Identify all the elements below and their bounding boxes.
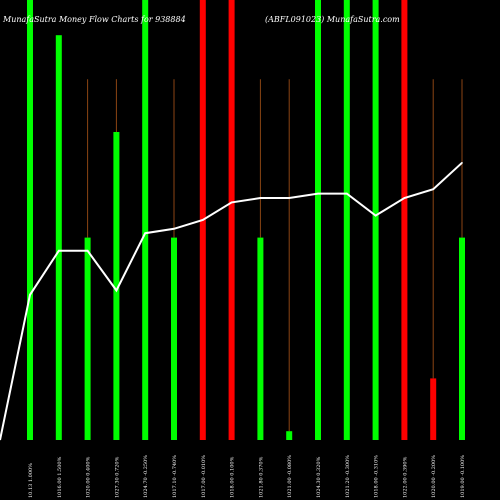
line-point-5: [173, 228, 175, 230]
x-tick-label-4: 1024.70 -0.250%: [143, 455, 149, 498]
line-point-12: [374, 214, 377, 217]
bar-10: [315, 0, 321, 440]
bar-3: [113, 132, 120, 440]
x-tick-label-7: 1018.00 0.100%: [230, 456, 236, 498]
bar-9: [286, 431, 293, 440]
x-tick-label-5: 1017.10 -0.740%: [172, 455, 178, 498]
bar-7: [228, 0, 235, 440]
line-point-3: [115, 289, 118, 292]
line-point-10: [317, 192, 319, 195]
line-point-15: [461, 162, 463, 164]
x-tick-label-8: 1021.80 0.370%: [258, 456, 264, 498]
header-right-title: (ABFL091023) MunafaSutra.com: [265, 15, 400, 24]
x-tick-label-0: 10.13 1.000%: [28, 463, 34, 498]
x-tick-label-6: 1017.00 -0.010%: [201, 455, 207, 498]
bar-11: [343, 0, 350, 440]
bar-8: [257, 237, 264, 440]
bar-13: [401, 0, 408, 440]
bar-15: [459, 237, 465, 440]
bar-5: [171, 237, 177, 440]
bars-layer: [27, 0, 465, 440]
x-tick-label-1: 1016.00 1.500%: [57, 456, 63, 498]
bar-4: [142, 0, 149, 440]
line-point-9: [288, 197, 291, 199]
bar-1: [55, 35, 62, 440]
line-point-0: [29, 294, 31, 296]
x-tick-label-11: 1021.20 -0.300%: [345, 455, 351, 498]
x-tick-label-13: 1022.00 0.390%: [402, 456, 408, 498]
bar-14: [430, 378, 437, 440]
line-point-7: [230, 201, 233, 204]
x-tick-label-3: 1027.30 0.720%: [114, 456, 120, 498]
x-tick-label-12: 1018.00 -0.310%: [374, 455, 380, 498]
header-left-title: MunafaSutra Money Flow Charts for 938884: [2, 15, 186, 24]
x-tick-label-2: 1020.00 0.400%: [86, 456, 92, 498]
x-tick-label-15: 1019.00 -0.100%: [460, 455, 466, 498]
line-point-14: [432, 188, 435, 190]
x-tick-label-14: 1020.00 -0.200%: [431, 455, 437, 498]
bar-2: [84, 237, 91, 440]
line-point-11: [346, 192, 348, 195]
x-tick-label-10: 1024.30 0.320%: [316, 456, 322, 498]
bar-12: [372, 0, 379, 440]
line-point-4: [144, 232, 146, 234]
line-point-13: [403, 197, 406, 199]
line-point-1: [58, 250, 60, 252]
bar-0: [27, 0, 33, 440]
line-point-6: [202, 219, 204, 221]
x-tick-label-9: 1021.00 -0.080%: [287, 455, 293, 498]
line-point-2: [86, 250, 89, 252]
x-tick-labels: 10.13 1.000% 1016.00 1.500% 1020.00 0.400%…: [28, 455, 466, 498]
line-point-8: [259, 197, 262, 199]
line-layer: [0, 162, 463, 441]
